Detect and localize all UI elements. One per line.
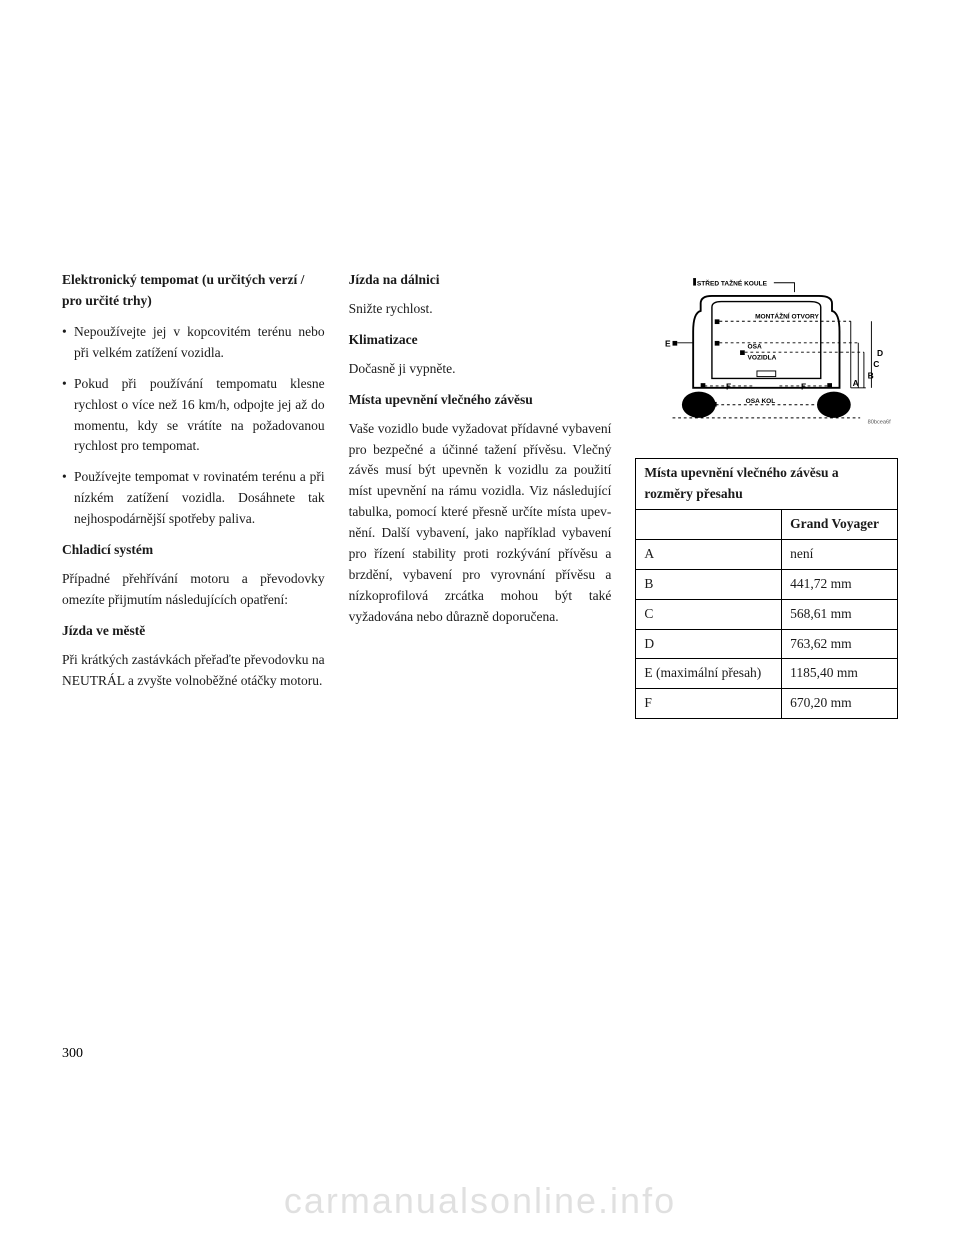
heading-ac: Klimatizace: [349, 330, 612, 351]
heading-highway: Jízda na dálnici: [349, 270, 612, 291]
table-cell: B: [636, 569, 782, 599]
paragraph: Dočasně ji vypněte.: [349, 359, 612, 380]
diagram-letter-a: A: [853, 378, 859, 388]
diagram-letter-f2: F: [801, 382, 806, 392]
table-cell: 670,20 mm: [782, 689, 898, 719]
table-cell: 763,62 mm: [782, 629, 898, 659]
page-number: 300: [62, 1046, 83, 1062]
list-item: Pokud při používání tempomatu klesne ryc…: [62, 374, 325, 458]
diagram-letter-d: D: [877, 348, 883, 358]
paragraph: Případné přehřívání motoru a převo­dovky…: [62, 569, 325, 611]
diagram-letter-c: C: [874, 359, 880, 369]
heading-hitch: Místa upevnění vlečného závěsu: [349, 390, 612, 411]
diagram-label-axis-vehicle-1: OSA: [748, 343, 762, 350]
diagram-label-axis-wheel: OSA KOL: [746, 398, 776, 405]
table-cell: D: [636, 629, 782, 659]
watermark: carmanualsonline.info: [0, 1180, 960, 1222]
diagram-letter-b: B: [868, 370, 874, 380]
heading-tempomat: Elektronický tempomat (u určitých verzí …: [62, 270, 325, 312]
table-cell: není: [782, 539, 898, 569]
table-title: Místa upevnění vlečného závěsu a rozměry…: [636, 459, 898, 510]
heading-cooling: Chladicí systém: [62, 540, 325, 561]
table-cell: A: [636, 539, 782, 569]
hitch-table: Místa upevnění vlečného závěsu a rozměry…: [635, 458, 898, 719]
list-item: Nepoužívejte jej v kopcovitém terénu neb…: [62, 322, 325, 364]
column-3: STŘED TAŽNÉ KOULE MONTÁŽNÍ OTVORY: [635, 270, 898, 719]
table-cell: 568,61 mm: [782, 599, 898, 629]
table-cell: 1185,40 mm: [782, 659, 898, 689]
table-cell: F: [636, 689, 782, 719]
paragraph: Při krátkých zastávkách přeřaďte převo­d…: [62, 650, 325, 692]
hitch-diagram: STŘED TAŽNÉ KOULE MONTÁŽNÍ OTVORY: [635, 270, 898, 440]
paragraph: Snižte rychlost.: [349, 299, 612, 320]
table-cell: 441,72 mm: [782, 569, 898, 599]
diagram-letter-f1: F: [726, 382, 731, 392]
diagram-label-mount: MONTÁŽNÍ OTVORY: [755, 311, 819, 320]
list-item: Používejte tempomat v rovinatém terénu a…: [62, 467, 325, 530]
heading-city: Jízda ve městě: [62, 621, 325, 642]
diagram-fig-id: 80bcea6f: [868, 419, 892, 425]
diagram-letter-e: E: [665, 339, 671, 349]
diagram-label-top: STŘED TAŽNÉ KOULE: [697, 279, 768, 288]
table-cell: E (maximální přesah): [636, 659, 782, 689]
column-2: Jízda na dálnici Snižte rychlost. Klimat…: [349, 270, 612, 719]
bullet-list: Nepoužívejte jej v kopcovitém terénu neb…: [62, 322, 325, 530]
table-cell: C: [636, 599, 782, 629]
page-columns: Elektronický tempomat (u určitých verzí …: [62, 270, 898, 719]
column-1: Elektronický tempomat (u určitých verzí …: [62, 270, 325, 719]
table-cell: [636, 509, 782, 539]
paragraph: Vaše vozidlo bude vyžadovat přídavné vyb…: [349, 419, 612, 628]
table-col-head: Grand Voyager: [782, 509, 898, 539]
diagram-label-axis-vehicle-2: VOZIDLA: [748, 355, 777, 362]
